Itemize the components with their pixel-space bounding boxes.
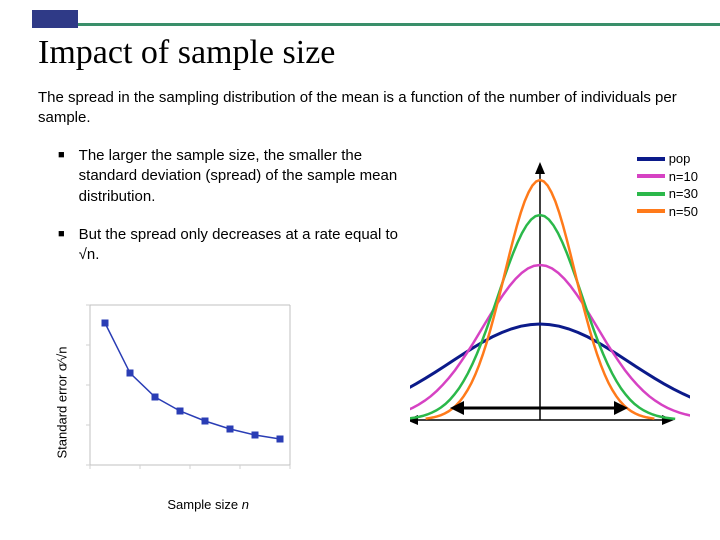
bell-legend: popn=10n=30n=50: [637, 150, 698, 220]
legend-label: n=30: [669, 185, 698, 203]
legend-item: n=50: [637, 203, 698, 221]
intro-text: The spread in the sampling distribution …: [38, 88, 682, 129]
bullet-text: But the spread only decreases at a rate …: [79, 225, 408, 266]
bullet-text-part: But the spread only decreases at a rate …: [79, 226, 398, 263]
scatter-plot-svg: [80, 300, 300, 470]
header-block: [32, 10, 78, 28]
legend-label: n=50: [669, 203, 698, 221]
xlabel-n: n: [242, 497, 249, 512]
bullet-item: ■ The larger the sample size, the smalle…: [58, 146, 408, 207]
bullet-marker-icon: ■: [58, 149, 65, 207]
scatter-y-axis-label: Standard error σ⁄√n: [55, 347, 70, 459]
bullet-marker-icon: ■: [58, 228, 65, 266]
legend-label: n=10: [669, 168, 698, 186]
legend-item: pop: [637, 150, 698, 168]
legend-swatch: [637, 209, 665, 213]
header-accent: [32, 10, 720, 28]
legend-swatch: [637, 174, 665, 178]
bell-curve-chart: popn=10n=30n=50: [410, 150, 700, 490]
legend-item: n=30: [637, 185, 698, 203]
bullet-item: ■ But the spread only decreases at a rat…: [58, 225, 408, 266]
legend-swatch: [637, 157, 665, 161]
xlabel-prefix: Sample size: [167, 497, 241, 512]
ylabel-prefix: Standard error: [55, 371, 70, 458]
legend-swatch: [637, 192, 665, 196]
bullet-text: The larger the sample size, the smaller …: [79, 146, 408, 207]
legend-item: n=10: [637, 168, 698, 186]
bullet-list: ■ The larger the sample size, the smalle…: [58, 146, 408, 283]
ylabel-symbol: σ⁄√n: [55, 347, 70, 372]
legend-label: pop: [669, 150, 691, 168]
page-title: Impact of sample size: [38, 34, 335, 72]
scatter-chart: Standard error σ⁄√n Sample size n: [80, 300, 320, 490]
scatter-x-axis-label: Sample size n: [167, 497, 249, 512]
header-line: [78, 23, 720, 26]
